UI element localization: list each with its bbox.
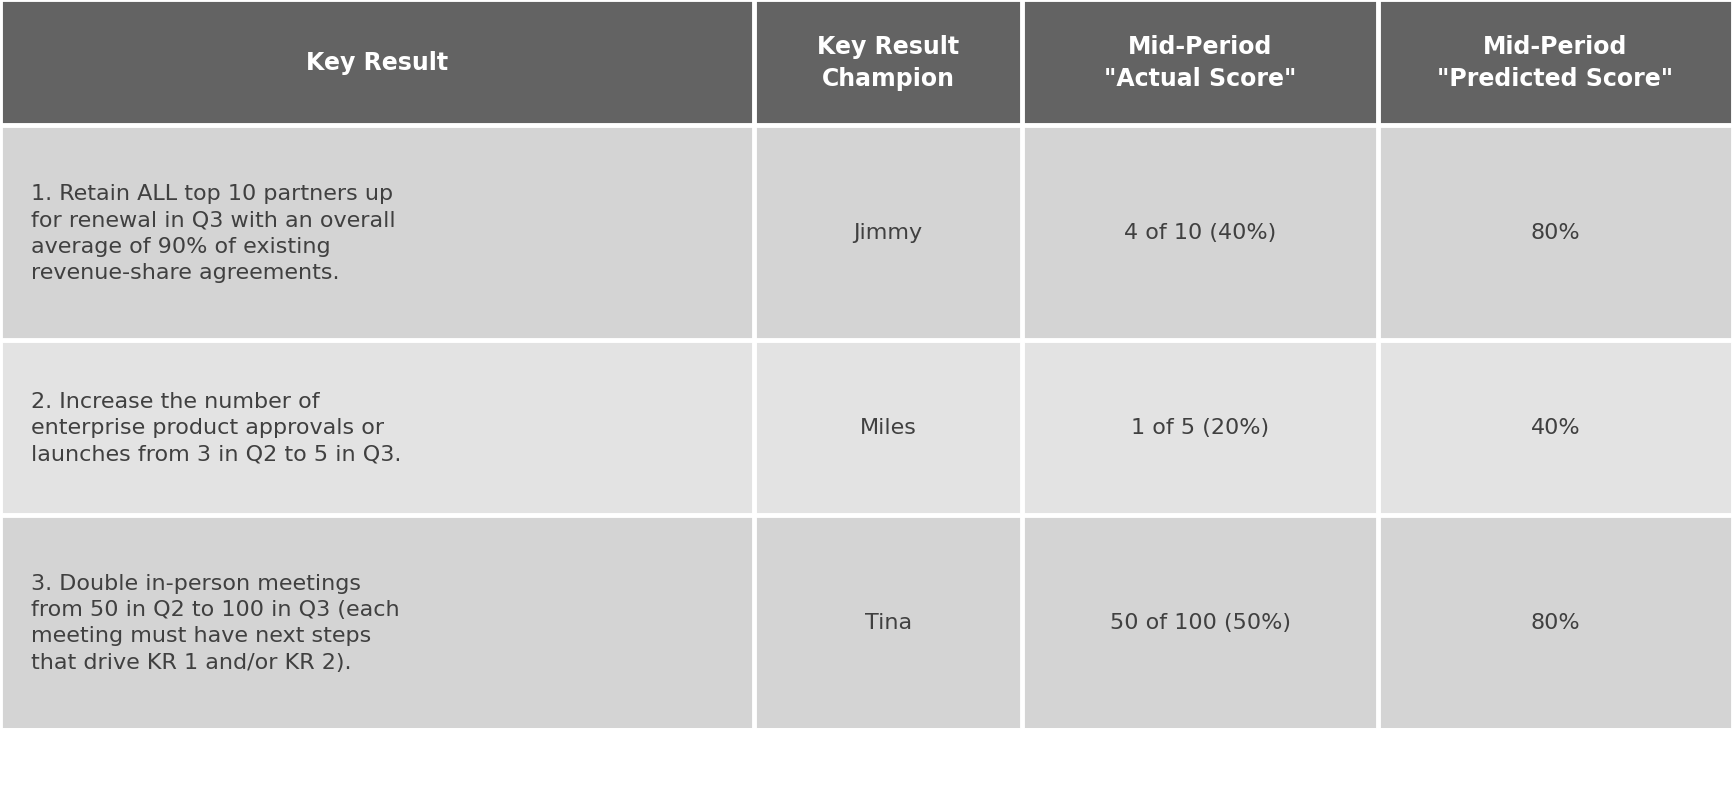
Bar: [1022, 0, 1377, 126]
Bar: [753, 341, 1022, 515]
Bar: [1377, 515, 1732, 730]
Text: 40%: 40%: [1529, 418, 1580, 438]
Bar: [1022, 341, 1377, 515]
Bar: [753, 0, 1022, 126]
Bar: [753, 126, 1022, 341]
Text: Mid-Period
"Actual Score": Mid-Period "Actual Score": [1103, 35, 1296, 91]
Bar: [1377, 0, 1732, 126]
Text: 4 of 10 (40%): 4 of 10 (40%): [1124, 223, 1275, 243]
Bar: [753, 515, 1022, 730]
Bar: [0, 0, 753, 126]
Bar: [1022, 515, 1377, 730]
Bar: [0, 730, 1732, 811]
Bar: [0, 126, 753, 341]
Bar: [1377, 126, 1732, 341]
Text: 3. Double in-person meetings
from 50 in Q2 to 100 in Q3 (each
meeting must have : 3. Double in-person meetings from 50 in …: [31, 573, 400, 672]
Text: Key Result: Key Result: [305, 51, 449, 75]
Bar: [0, 515, 753, 730]
Text: Mid-Period
"Predicted Score": Mid-Period "Predicted Score": [1436, 35, 1673, 91]
Text: 80%: 80%: [1529, 612, 1580, 633]
Text: 1. Retain ALL top 10 partners up
for renewal in Q3 with an overall
average of 90: 1. Retain ALL top 10 partners up for ren…: [31, 183, 395, 283]
Text: Miles: Miles: [859, 418, 916, 438]
Bar: [0, 341, 753, 515]
Text: Tina: Tina: [864, 612, 911, 633]
Bar: [1022, 126, 1377, 341]
Text: 1 of 5 (20%): 1 of 5 (20%): [1131, 418, 1268, 438]
Text: 80%: 80%: [1529, 223, 1580, 243]
Text: Jimmy: Jimmy: [854, 223, 921, 243]
Text: Key Result
Champion: Key Result Champion: [816, 35, 960, 91]
Bar: [1377, 341, 1732, 515]
Text: 2. Increase the number of
enterprise product approvals or
launches from 3 in Q2 : 2. Increase the number of enterprise pro…: [31, 392, 402, 464]
Text: 50 of 100 (50%): 50 of 100 (50%): [1108, 612, 1290, 633]
